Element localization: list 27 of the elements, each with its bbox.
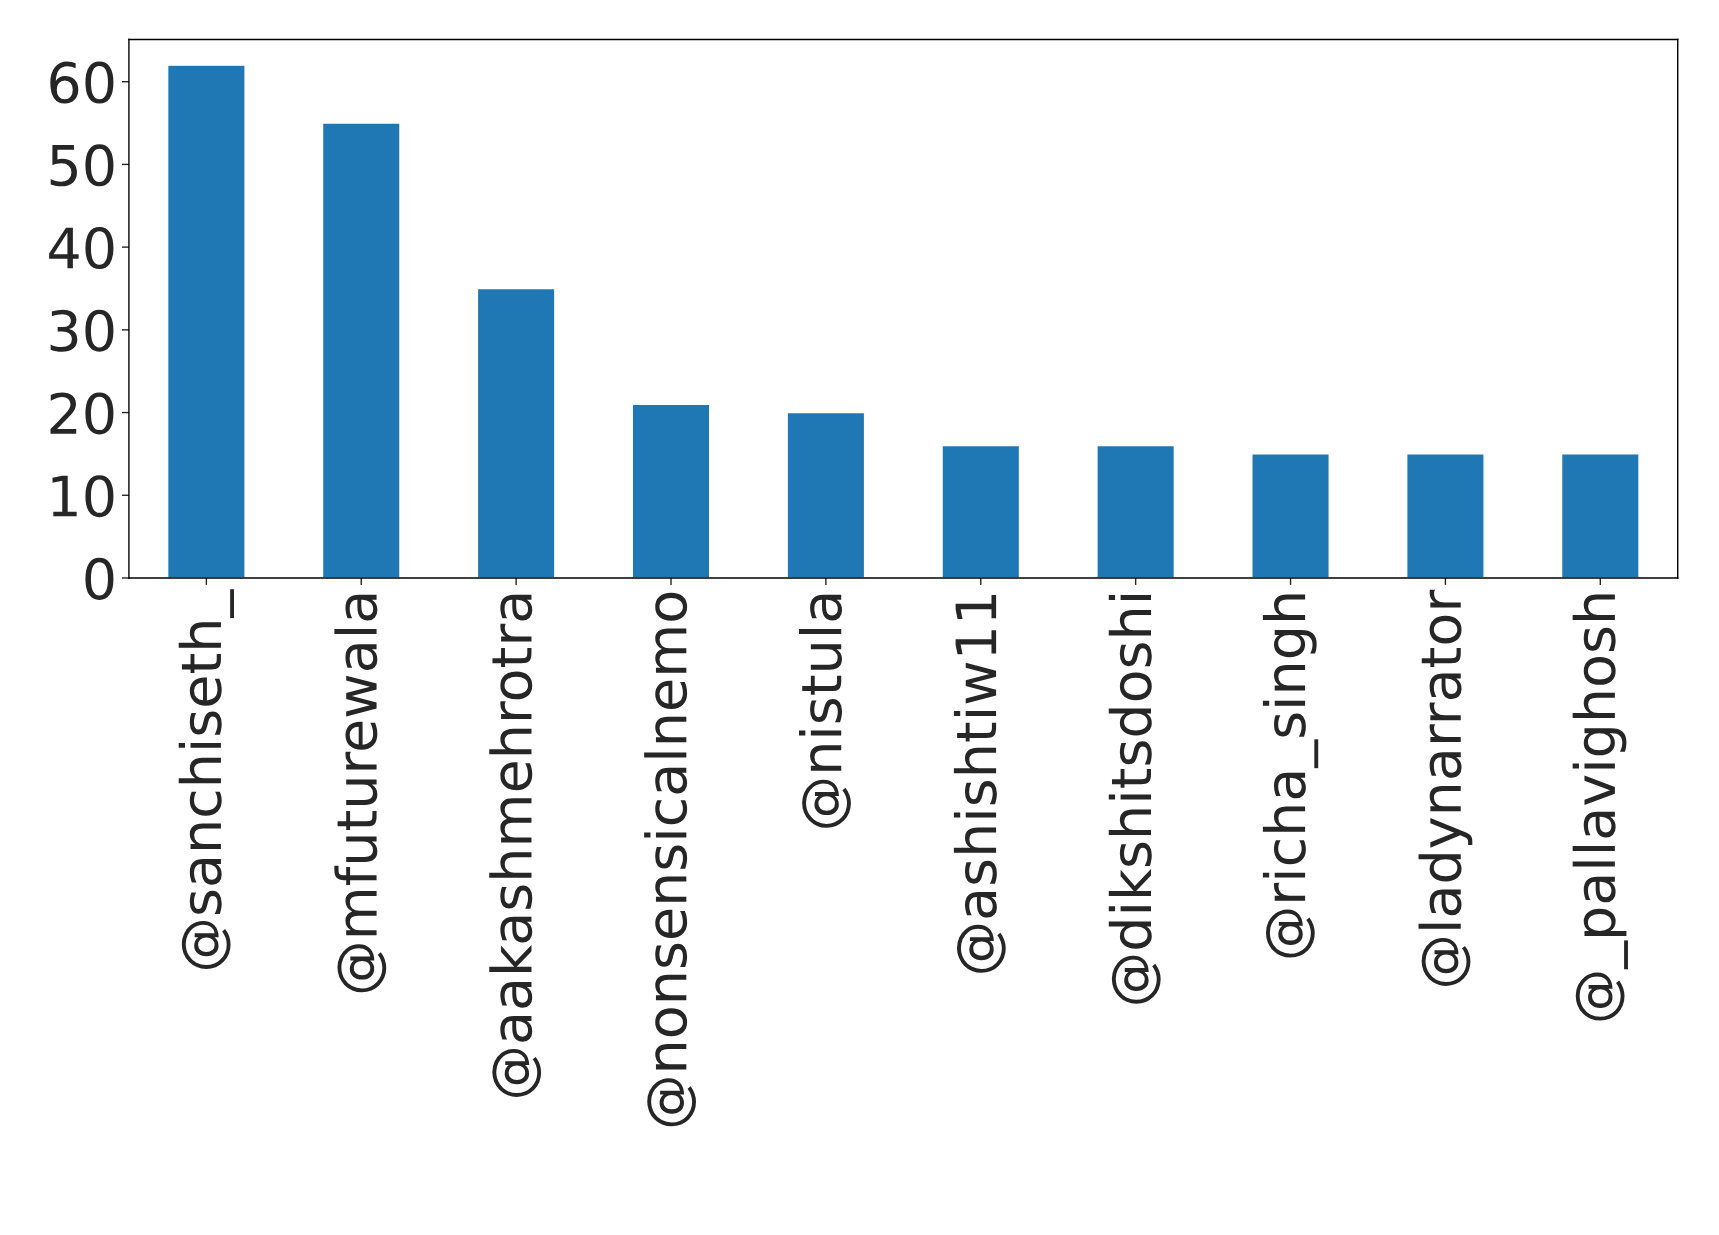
y-tick-label: 40 (49, 227, 114, 270)
bar (941, 444, 1021, 578)
bar (1406, 453, 1485, 578)
bar (321, 122, 401, 578)
y-tick-label: 0 (85, 557, 114, 600)
bar (166, 64, 246, 578)
x-tick-label: @ladynarrator (1418, 589, 1473, 986)
x-tick-label: @dikshitsdoshi (1108, 594, 1161, 1004)
x-tick-label: @mfuturewala (334, 594, 387, 993)
y-tick-label: 10 (52, 475, 114, 518)
y-tick-label: 20 (50, 392, 114, 435)
y-tick-label: 50 (50, 144, 114, 187)
x-tick-label: @nonsensicalnemo (644, 592, 696, 1127)
bar (1096, 444, 1176, 578)
bar (1251, 453, 1330, 578)
x-tick-label: @richa_singh (1262, 594, 1319, 958)
y-tick-label: 30 (50, 309, 114, 352)
x-tick-label: @_pallavighosh (1572, 594, 1628, 1021)
x-tick-label: @ashishtiw11 (953, 594, 1006, 973)
bar (786, 411, 866, 578)
y-tick-label: 60 (50, 61, 114, 104)
x-tick-label: @nistula (799, 594, 851, 828)
x-tick-label: @aakashmehrotra (489, 594, 542, 1097)
bar (631, 403, 711, 578)
x-tick-label: @sanchiseth_ (178, 589, 235, 969)
bar (1560, 453, 1640, 578)
bar (476, 287, 556, 578)
